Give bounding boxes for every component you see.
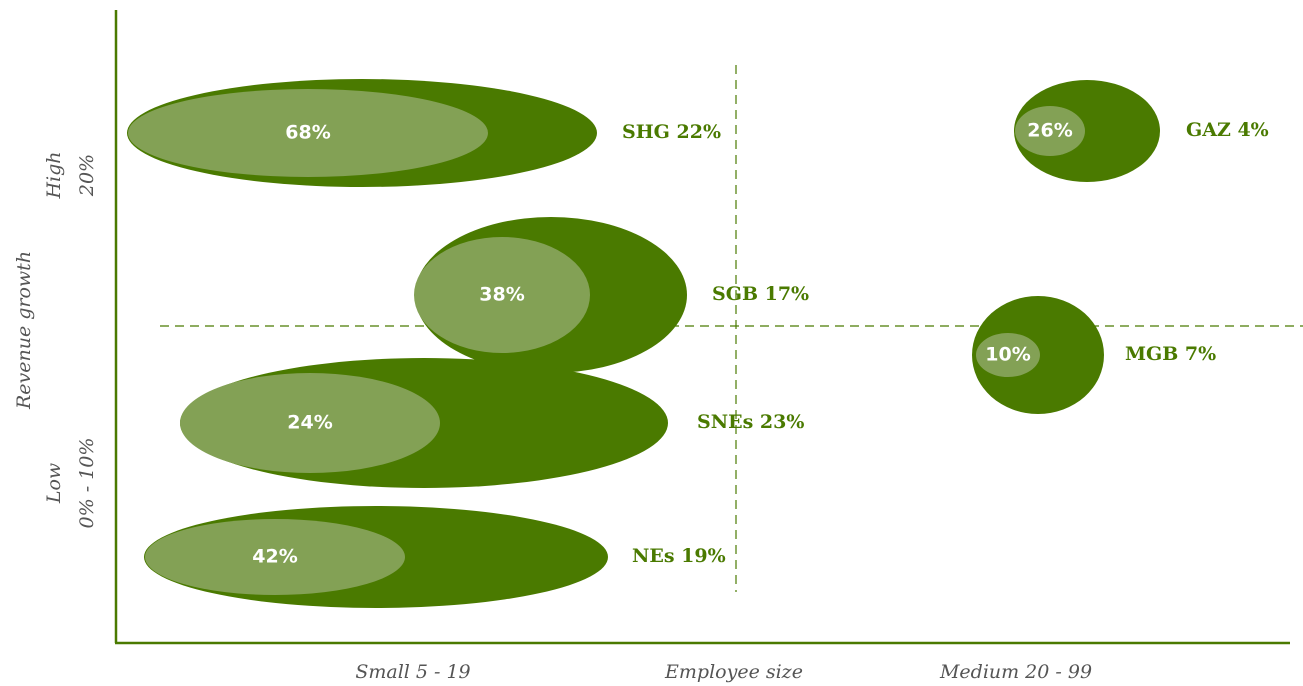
node-label: SNEs 23% xyxy=(697,411,804,433)
x-label: Medium 20 - 99 xyxy=(939,661,1092,683)
inner-label: 38% xyxy=(479,284,524,306)
inner-label: 24% xyxy=(287,412,332,434)
outer-ellipse xyxy=(1014,80,1160,182)
y-label: 20% xyxy=(76,154,98,197)
node-label: SGB 17% xyxy=(712,283,809,305)
x-label: Small 5 - 19 xyxy=(355,661,470,683)
node-label: SHG 22% xyxy=(622,121,721,143)
inner-ellipse xyxy=(1015,106,1085,156)
y-title: Revenue growth xyxy=(13,251,35,410)
node-label: GAZ 4% xyxy=(1186,119,1269,141)
inner-ellipse xyxy=(128,89,488,177)
inner-ellipse xyxy=(976,333,1040,377)
y-label: High xyxy=(43,151,65,199)
x-title: Employee size xyxy=(664,661,803,683)
y-label: Low xyxy=(43,463,65,504)
inner-ellipse xyxy=(414,237,590,353)
inner-ellipse xyxy=(180,373,440,473)
inner-label: 10% xyxy=(985,344,1030,366)
inner-label: 26% xyxy=(1027,120,1072,142)
inner-ellipse xyxy=(145,519,405,595)
y-label: 0% - 10% xyxy=(76,438,98,529)
inner-label: 68% xyxy=(285,122,330,144)
nodes: 68% SHG 22% 38% SGB 17% 24% SNEs 23% 42% NEs 19… xyxy=(127,79,1269,608)
node-label: MGB 7% xyxy=(1125,343,1216,365)
inner-label: 42% xyxy=(252,546,297,568)
node-label: NEs 19% xyxy=(632,545,726,567)
